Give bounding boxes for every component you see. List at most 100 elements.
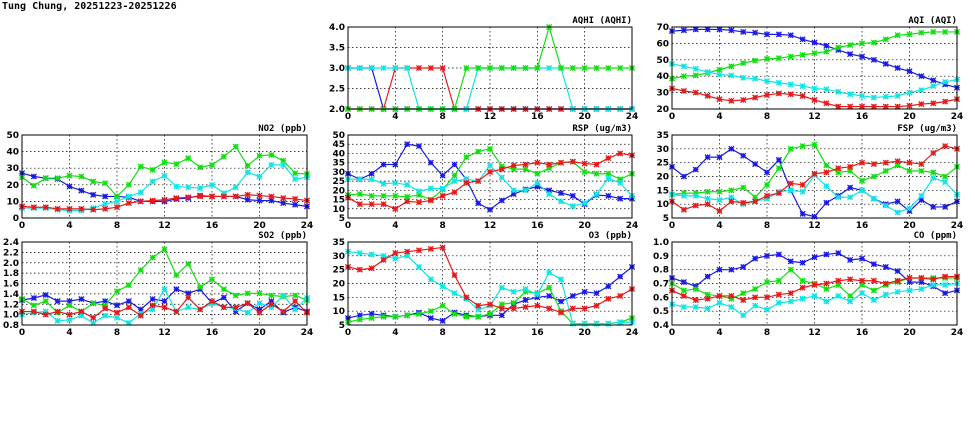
y-tick-label: 2.4 — [3, 238, 19, 248]
y-tick-label: 5 — [663, 214, 669, 224]
data-point — [581, 305, 588, 312]
data-point — [557, 198, 565, 205]
data-point — [137, 198, 144, 205]
series-blue — [668, 250, 961, 297]
data-point — [475, 302, 482, 309]
data-point — [292, 175, 299, 183]
data-point — [54, 308, 61, 315]
data-point — [894, 103, 901, 110]
data-point — [858, 40, 866, 47]
data-point — [692, 192, 699, 199]
chart-panel-no2: NO2 (ppb) 0 10 20 30 40 50 0 4 8 12 16 20 24 — [6, 124, 313, 231]
data-point — [740, 263, 747, 270]
data-point — [787, 298, 794, 305]
data-point — [415, 64, 423, 72]
data-point — [557, 309, 565, 316]
data-point — [256, 309, 263, 316]
data-point — [42, 204, 49, 211]
data-point — [256, 173, 263, 180]
data-point — [427, 315, 434, 322]
data-point — [268, 161, 275, 168]
data-point — [102, 200, 109, 207]
data-point — [546, 269, 553, 276]
data-point — [498, 301, 505, 308]
data-point — [680, 279, 687, 286]
data-point — [392, 250, 399, 257]
plot-frame — [347, 241, 633, 326]
data-point — [692, 166, 699, 173]
data-point — [906, 274, 913, 282]
y-tick-label: 0.6 — [653, 293, 669, 303]
data-point — [593, 161, 600, 168]
data-point — [811, 96, 818, 104]
data-point — [918, 279, 925, 286]
data-point — [498, 197, 505, 204]
data-point — [787, 266, 794, 273]
data-point — [463, 64, 470, 72]
y-tick-label: 50 — [6, 131, 19, 141]
panel-title: FSP (ug/m3) — [897, 124, 957, 134]
data-point — [498, 163, 505, 170]
data-point — [930, 100, 937, 107]
data-point — [581, 64, 588, 72]
x-tick-label: 20 — [578, 221, 591, 231]
data-point — [740, 184, 747, 191]
data-point — [581, 168, 588, 175]
data-point — [268, 301, 275, 308]
data-point — [882, 93, 889, 100]
panel-title: RSP (ug/m3) — [572, 124, 632, 134]
x-tick-label: 0 — [669, 221, 675, 231]
y-tick-label: 30 — [6, 164, 19, 174]
data-point — [894, 277, 901, 284]
x-tick-label: 20 — [903, 328, 916, 338]
data-point — [66, 311, 73, 318]
data-point — [740, 199, 747, 206]
data-point — [475, 200, 482, 207]
data-point — [427, 64, 434, 72]
data-point — [870, 56, 877, 63]
data-point — [90, 178, 97, 185]
data-point — [292, 298, 299, 305]
data-point — [546, 305, 553, 312]
y-tick-label: 1.0 — [3, 311, 19, 321]
data-point — [847, 51, 854, 58]
data-point — [486, 168, 494, 175]
y-tick-label: 15 — [332, 196, 345, 206]
data-point — [292, 170, 299, 177]
data-point — [680, 303, 687, 311]
data-point — [232, 308, 239, 315]
data-point — [823, 280, 830, 287]
data-point — [292, 201, 299, 208]
data-point — [546, 190, 553, 198]
y-tick-label: 10 — [656, 200, 669, 210]
data-point — [439, 172, 446, 179]
data-point — [125, 304, 132, 311]
data-point — [427, 245, 434, 252]
data-point — [835, 169, 842, 176]
data-point — [463, 294, 470, 301]
plot-frame — [347, 134, 633, 219]
data-point — [752, 302, 759, 309]
data-point — [716, 292, 723, 300]
data-point — [775, 31, 782, 38]
y-tick-label: 20 — [6, 181, 19, 191]
data-point — [451, 178, 458, 185]
y-tick-label: 25 — [656, 159, 669, 169]
data-point — [823, 183, 830, 190]
data-point — [415, 188, 423, 195]
data-point — [149, 302, 156, 309]
data-point — [66, 205, 73, 212]
data-point — [775, 299, 782, 306]
x-tick-label: 24 — [301, 328, 314, 338]
data-point — [799, 188, 806, 195]
data-point — [847, 194, 854, 201]
data-point — [356, 250, 363, 257]
chart-panel-fsp: FSP (ug/m3) 5 10 15 20 25 30 35 0 4 8 12 16 20 24 — [656, 124, 963, 231]
data-point — [404, 252, 411, 259]
data-point — [787, 81, 794, 88]
series-cyan — [18, 286, 311, 326]
data-point — [173, 160, 180, 168]
data-point — [125, 298, 132, 305]
data-point — [78, 296, 85, 303]
data-point — [415, 263, 423, 270]
